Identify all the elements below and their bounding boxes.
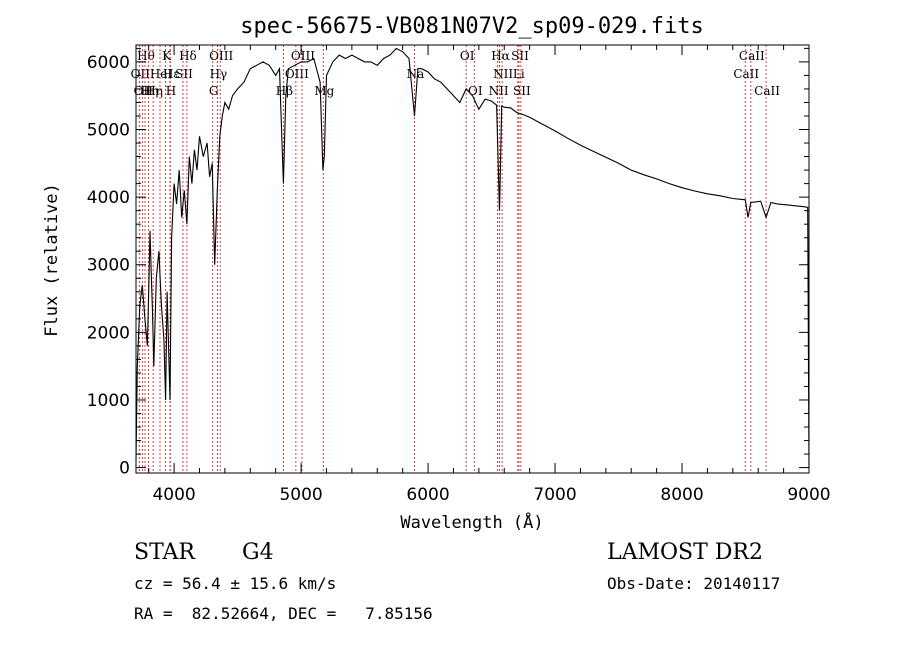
marker-label: OIII <box>285 67 309 81</box>
chart-title: spec-56675-VB081N07V2_sp09-029.fits <box>240 14 704 39</box>
marker-label: NII <box>489 84 509 98</box>
y-axis: 0 1000 2000 3000 4000 5000 6000 <box>87 47 809 479</box>
spectral-line-markers: OIIOIIHθHηHηHeIKHHεSIIHδGHγOIIIHβOIIIOII… <box>131 45 780 473</box>
marker-label: CaII <box>733 67 759 81</box>
marker-label: Mg <box>314 84 334 98</box>
marker-label: Hε <box>163 67 180 81</box>
y-tick-label: 3000 <box>87 256 130 276</box>
marker-label: OIII <box>291 49 315 63</box>
y-tick-label: 0 <box>119 459 130 479</box>
marker-label: SII <box>511 49 529 63</box>
marker-label: CaII <box>739 49 765 63</box>
x-tick-label: 9000 <box>787 485 830 505</box>
x-tick-label: 6000 <box>406 485 449 505</box>
x-axis: 4000 5000 6000 7000 8000 9000 <box>148 45 831 505</box>
coordinates-line: RA = 82.52664, DEC = 7.85156 <box>134 604 433 623</box>
x-tick-label: 4000 <box>152 485 195 505</box>
marker-label: HeI <box>150 67 173 81</box>
marker-label: OIII <box>209 49 233 63</box>
object-subclass: G4 <box>242 540 274 565</box>
marker-label: Hθ <box>137 49 155 63</box>
survey-name: LAMOST DR2 <box>607 540 763 565</box>
y-tick-label: 6000 <box>87 53 130 73</box>
marker-label: Hη <box>145 84 163 98</box>
x-tick-label: 5000 <box>279 485 322 505</box>
marker-label: CaII <box>754 84 780 98</box>
marker-label: K <box>162 49 172 63</box>
marker-label: Hγ <box>210 67 228 81</box>
marker-label: Hη <box>141 84 159 98</box>
marker-label: OI <box>460 49 475 63</box>
spectrum-line <box>135 47 810 468</box>
x-tick-label: 8000 <box>660 485 703 505</box>
marker-label: SII <box>513 84 531 98</box>
plot-frame <box>135 44 810 474</box>
obs-date-line: Obs-Date: 20140117 <box>607 574 781 593</box>
marker-label: OI <box>468 84 483 98</box>
object-class: STAR <box>134 540 195 565</box>
y-tick-label: 1000 <box>87 391 130 411</box>
y-tick-label: 4000 <box>87 188 130 208</box>
y-axis-label: Flux (relative) <box>42 183 62 337</box>
redshift-line: cz = 56.4 ± 15.6 km/s <box>134 574 337 593</box>
y-tick-label: 2000 <box>87 323 130 343</box>
marker-label: G <box>209 84 219 98</box>
marker-label: NII <box>493 67 513 81</box>
x-axis-label: Wavelength (Å) <box>400 511 543 533</box>
y-tick-label: 5000 <box>87 121 130 141</box>
marker-label: SII <box>175 67 193 81</box>
marker-label: Hβ <box>276 84 293 98</box>
marker-label: OII <box>131 67 151 81</box>
marker-label: Hα <box>491 49 510 63</box>
marker-label: H <box>166 84 176 98</box>
marker-label: Hδ <box>179 49 197 63</box>
x-tick-label: 7000 <box>533 485 576 505</box>
